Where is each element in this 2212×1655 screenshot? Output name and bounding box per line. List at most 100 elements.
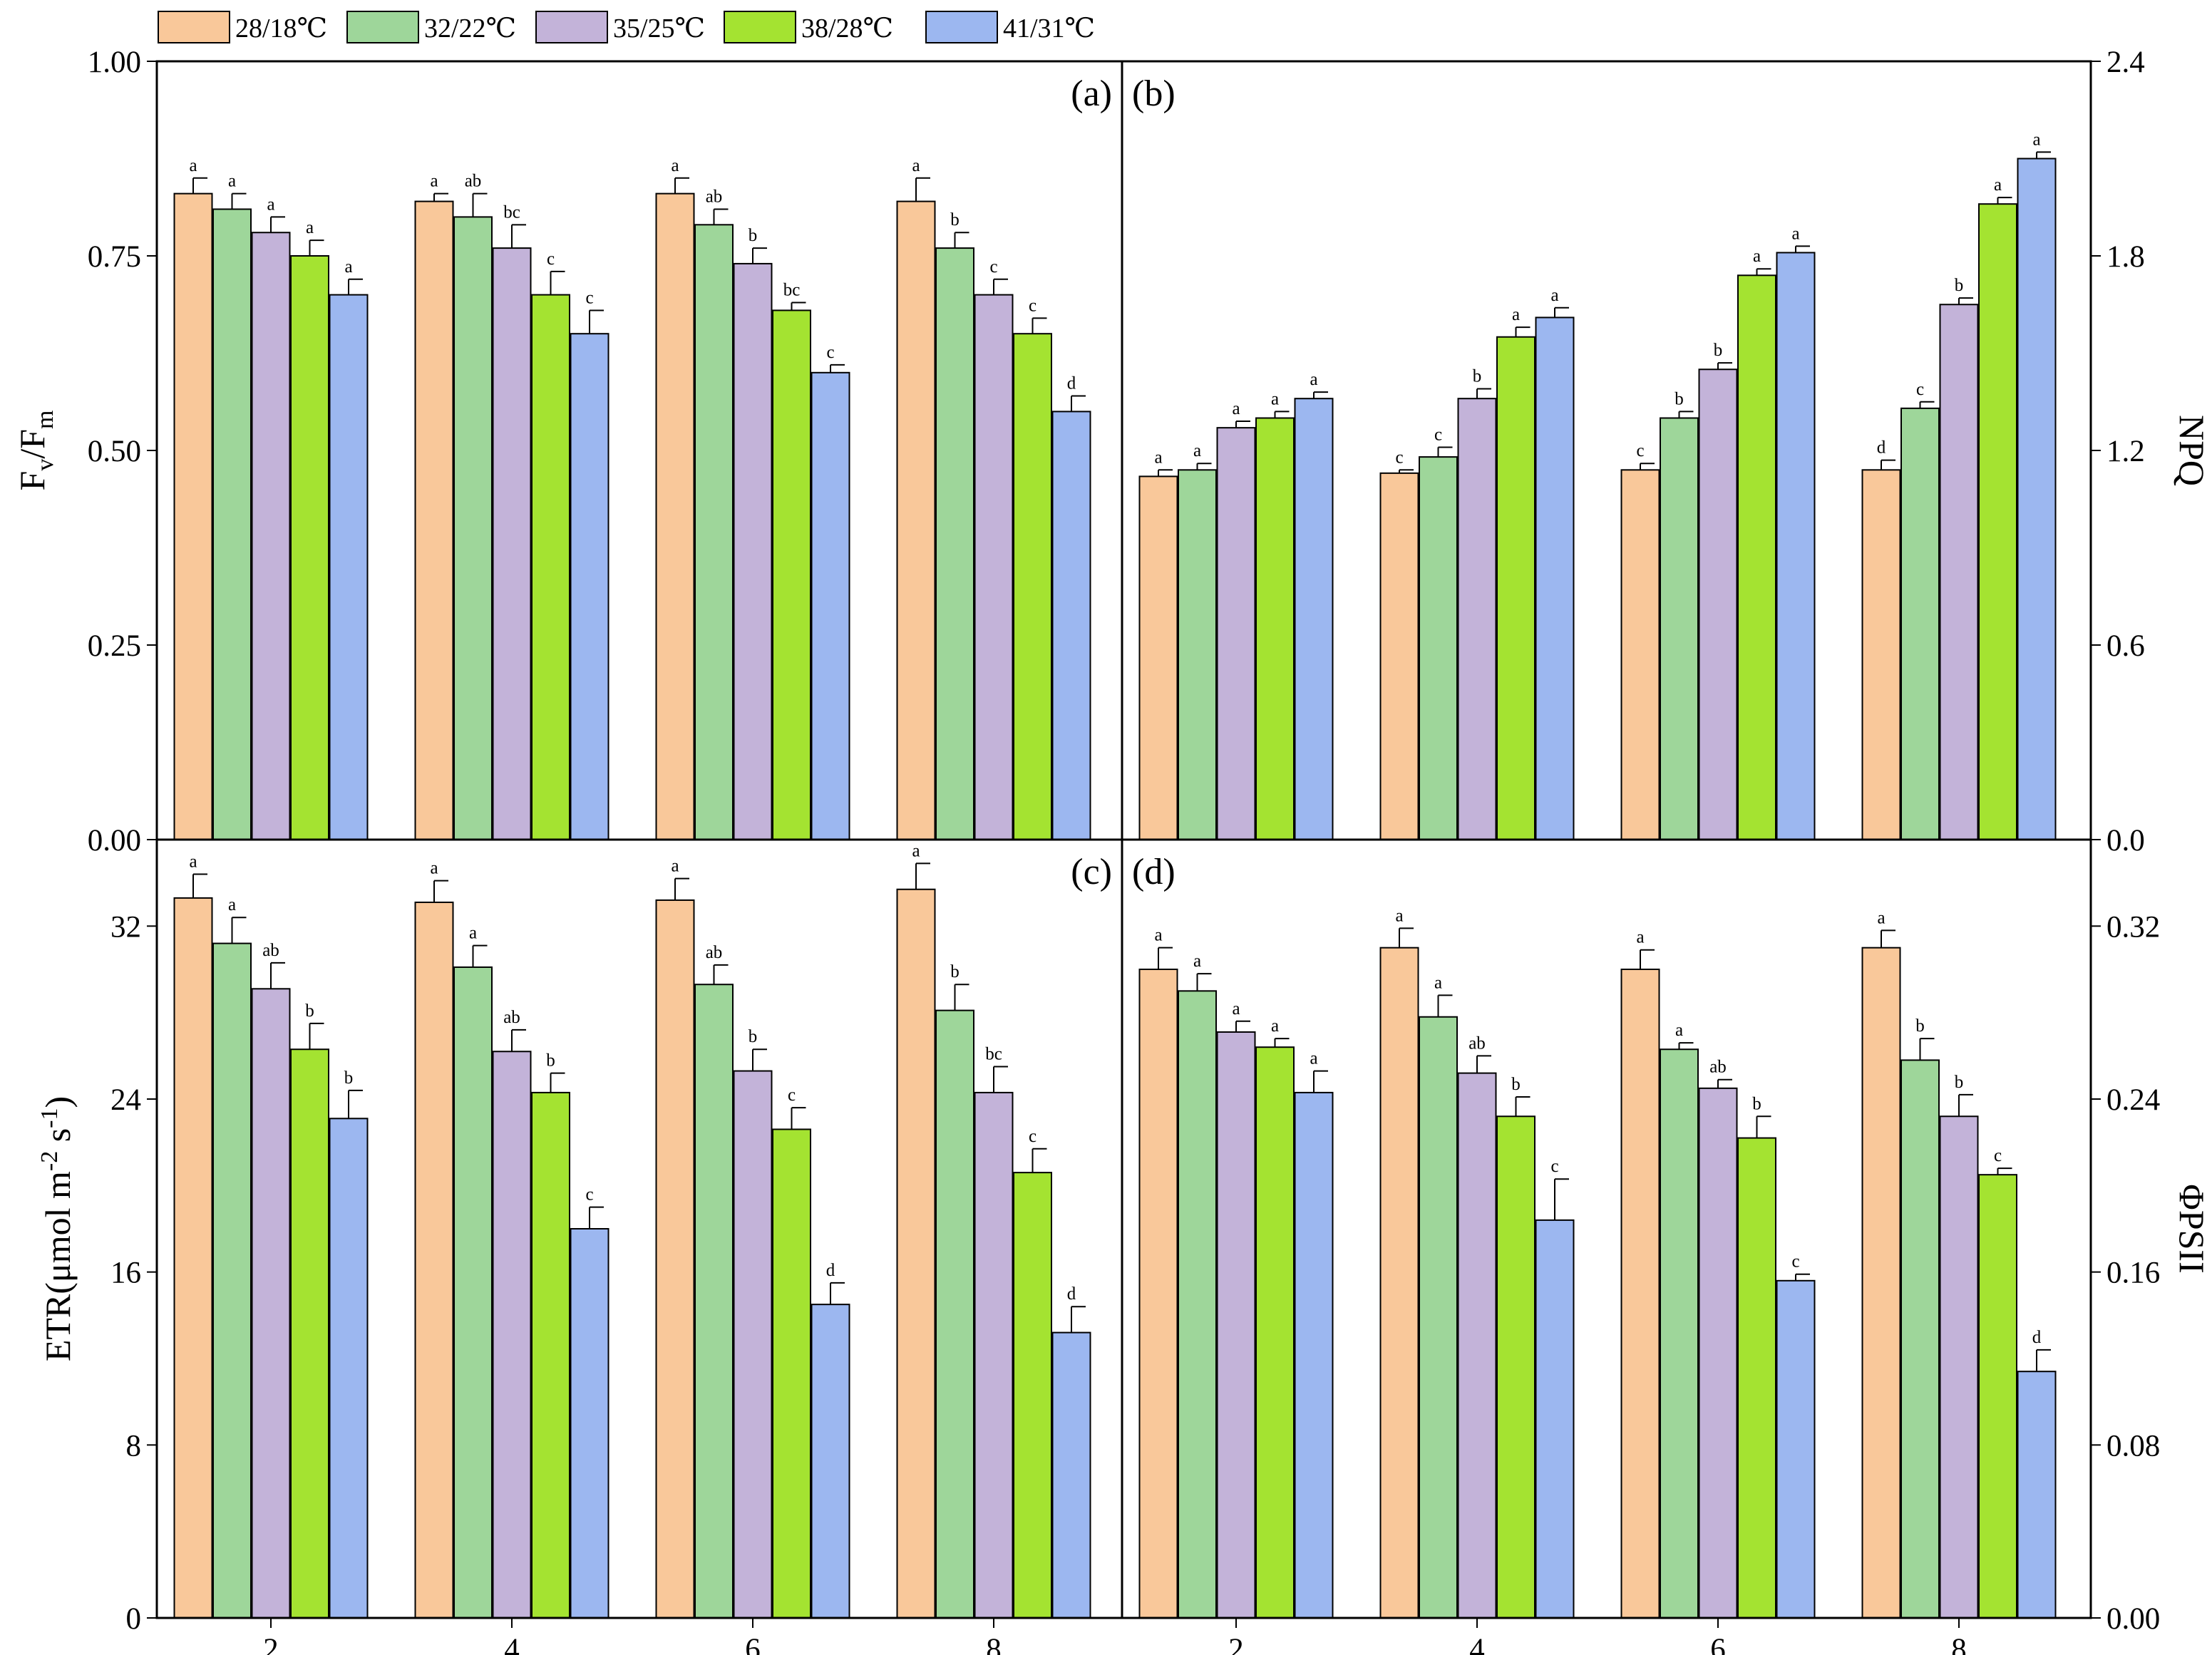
- y-axis-title-etr: ETR(μmol m-2 s-1): [36, 1096, 78, 1361]
- x-tick-label: 8: [986, 1633, 1002, 1655]
- significance-letter: d: [1067, 374, 1076, 393]
- significance-letter: b: [305, 1001, 314, 1021]
- significance-letter: c: [1916, 380, 1924, 399]
- significance-letter: b: [546, 1051, 555, 1071]
- bar: [492, 247, 532, 840]
- bar: [1496, 336, 1535, 840]
- significance-letter: c: [1029, 1127, 1036, 1146]
- bar: [1900, 407, 1940, 840]
- significance-letter: ab: [1468, 1033, 1486, 1053]
- panel-label: (b): [1132, 73, 1176, 114]
- panel-frame: [1121, 838, 2092, 1619]
- bar: [570, 333, 609, 840]
- bar: [733, 262, 773, 841]
- significance-letter: ab: [465, 172, 482, 191]
- significance-letter: ab: [1709, 1058, 1727, 1077]
- significance-letter: a: [1550, 286, 1558, 305]
- bar: [1178, 990, 1217, 1619]
- significance-letter: a: [306, 218, 314, 237]
- bar: [531, 1091, 570, 1619]
- bar: [1255, 1046, 1295, 1619]
- bar: [1978, 203, 2017, 840]
- significance-letter: b: [950, 962, 960, 981]
- significance-letter: a: [1791, 224, 1799, 243]
- significance-letter: a: [189, 156, 197, 175]
- significance-letter: c: [1550, 1157, 1558, 1176]
- legend-item: 41/31℃: [925, 11, 1095, 43]
- significance-letter: b: [1955, 1073, 1964, 1092]
- significance-letter: c: [1434, 425, 1442, 444]
- significance-letter: ab: [706, 187, 723, 206]
- bar: [1535, 316, 1575, 840]
- legend-swatch: [925, 11, 998, 43]
- significance-letter: b: [950, 210, 960, 230]
- y-tick-label: 24: [110, 1083, 141, 1117]
- significance-letter: a: [1193, 441, 1201, 460]
- significance-letter: a: [912, 156, 920, 175]
- bar: [453, 216, 493, 840]
- bar: [733, 1070, 773, 1619]
- significance-letter: a: [1675, 1021, 1683, 1040]
- bar: [935, 247, 974, 840]
- bar: [212, 208, 252, 841]
- axis-title-part: F: [12, 471, 52, 491]
- bar: [974, 1091, 1014, 1619]
- bar: [1939, 304, 1979, 840]
- bar: [173, 192, 213, 840]
- bar: [772, 1128, 811, 1619]
- bar: [1138, 475, 1178, 841]
- axis-title-part: ETR(μmol m: [38, 1171, 78, 1361]
- bar: [1496, 1115, 1535, 1619]
- y-axis-title-phipsii: ΦPSII: [2172, 1184, 2212, 1273]
- legend-item: 35/25℃: [535, 11, 705, 43]
- bar: [1457, 1072, 1497, 1619]
- bar: [1013, 333, 1052, 840]
- bar: [1051, 411, 1091, 840]
- significance-letter: a: [1271, 389, 1279, 408]
- y-tick-label: 1.00: [88, 46, 141, 79]
- y-tick-label: 0.75: [88, 240, 141, 274]
- x-tick-label: 4: [1469, 1633, 1485, 1655]
- significance-letter: bc: [503, 202, 520, 222]
- bar: [414, 901, 454, 1619]
- bar: [811, 1304, 850, 1619]
- bar: [772, 309, 811, 840]
- legend-swatch: [724, 11, 796, 43]
- bar: [1178, 469, 1217, 840]
- significance-letter: a: [1154, 448, 1162, 467]
- significance-letter: a: [1232, 999, 1240, 1019]
- panel-b: a a a a a c c b a a c b b a a d c b a a 0.0 0.6 1.2 1.8 2.4 (b): [1121, 46, 2145, 857]
- significance-letter: c: [989, 257, 997, 277]
- bar: [2017, 158, 2057, 840]
- axis-title-part: ): [38, 1096, 78, 1108]
- significance-letter: a: [1232, 399, 1240, 418]
- bar: [290, 255, 329, 840]
- significance-letter: a: [228, 895, 236, 914]
- significance-letter: a: [1877, 908, 1885, 927]
- significance-letter: a: [1994, 175, 2002, 195]
- axis-title-part: -1: [36, 1108, 63, 1128]
- y-tick-label: 0.08: [2106, 1429, 2160, 1463]
- bar: [1379, 472, 1419, 840]
- y-tick-label: 0: [126, 1602, 142, 1636]
- legend-item: 28/18℃: [158, 11, 327, 43]
- significance-letter: a: [1512, 305, 1520, 324]
- significance-letter: b: [1752, 1094, 1761, 1113]
- significance-letter: c: [585, 288, 593, 307]
- bar: [251, 988, 291, 1619]
- bar: [811, 371, 850, 840]
- panel-label: (a): [1071, 73, 1112, 114]
- significance-letter: b: [1955, 276, 1964, 295]
- y-tick-label: 8: [126, 1429, 142, 1463]
- significance-letter: a: [671, 857, 679, 876]
- significance-letter: bc: [985, 1045, 1002, 1064]
- bar: [1216, 427, 1256, 840]
- bar: [1379, 947, 1419, 1619]
- legend-swatch: [535, 11, 608, 43]
- bar: [1900, 1059, 1940, 1619]
- significance-letter: b: [1473, 367, 1482, 386]
- bar: [329, 294, 369, 841]
- significance-letter: b: [749, 226, 758, 245]
